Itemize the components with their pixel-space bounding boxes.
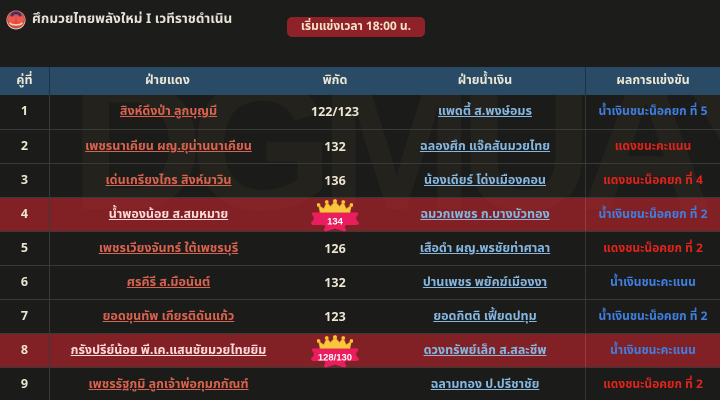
svg-text:134: 134 [327, 216, 343, 227]
svg-text:128/130: 128/130 [318, 352, 352, 363]
